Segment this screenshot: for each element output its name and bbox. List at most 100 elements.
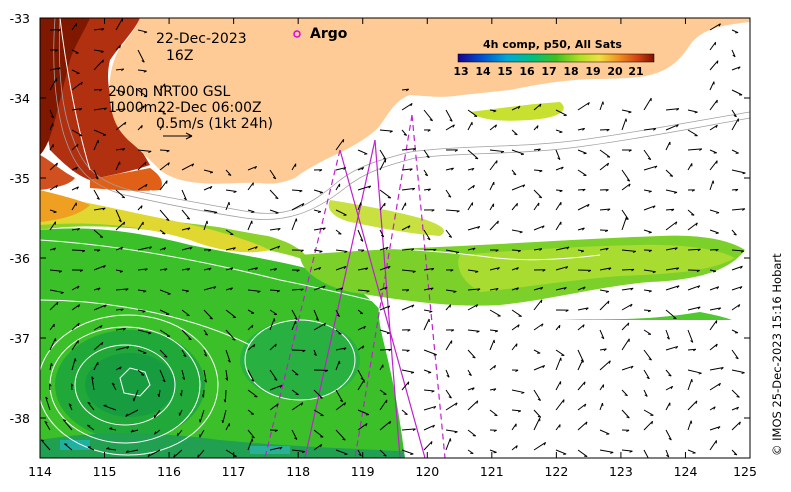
current-arrow (137, 89, 148, 98)
current-arrow-head (455, 251, 460, 254)
current-arrow (511, 287, 519, 291)
current-arrow (93, 88, 102, 91)
current-arrow (181, 209, 191, 220)
current-arrow-head (228, 174, 232, 176)
current-arrow-head (497, 220, 499, 224)
current-arrow (181, 309, 190, 317)
current-arrow (115, 121, 127, 131)
x-tick-label: 125 (733, 464, 757, 479)
current-arrow (335, 309, 341, 317)
current-arrow-head (62, 419, 67, 422)
current-arrow-head (251, 436, 255, 439)
current-arrow-head (666, 454, 670, 458)
current-arrow (687, 222, 698, 231)
current-arrow (313, 266, 322, 271)
current-arrow (599, 384, 605, 391)
current-arrow (291, 369, 299, 376)
current-arrow (225, 267, 234, 271)
current-arrow (445, 167, 454, 171)
x-tick-label: 123 (609, 464, 633, 479)
current-arrow-head (624, 394, 628, 397)
current-arrow-head (55, 49, 59, 52)
current-arrow-head (342, 438, 346, 441)
current-arrow (93, 361, 99, 371)
current-arrow-head (448, 396, 452, 399)
current-arrow-head (99, 236, 103, 238)
current-arrow (335, 265, 347, 271)
current-arrow (423, 405, 436, 411)
current-arrow (93, 287, 101, 291)
current-arrow-head (497, 267, 500, 270)
current-arrow-head (582, 127, 586, 131)
current-arrow-head (204, 379, 207, 383)
current-arrow (731, 89, 743, 96)
current-arrow (357, 229, 364, 242)
y-tick-label: -37 (10, 331, 30, 346)
current-arrow (71, 23, 77, 31)
current-arrow-head (471, 167, 475, 171)
current-arrow (291, 218, 297, 231)
current-arrow-head (102, 59, 104, 63)
current-arrow (313, 285, 326, 291)
current-arrow-head (361, 249, 365, 252)
current-arrow-head (736, 406, 739, 410)
current-arrow (291, 449, 306, 452)
current-arrow-head (517, 410, 522, 413)
current-arrow (533, 389, 541, 401)
current-arrow-head (80, 81, 83, 85)
current-arrow (511, 389, 525, 394)
current-arrow-head (742, 208, 746, 211)
current-arrow-head (608, 267, 612, 271)
current-arrow (643, 269, 656, 273)
current-arrow (159, 309, 170, 315)
current-arrow-head (446, 374, 450, 378)
current-arrow-head (477, 288, 481, 291)
current-arrow-head (230, 267, 234, 271)
current-arrow-head (539, 170, 543, 173)
current-arrow (335, 449, 348, 455)
current-arrow-head (388, 348, 392, 352)
current-arrow-head (430, 287, 434, 291)
current-arrow-head (317, 211, 322, 213)
current-arrow (49, 289, 64, 294)
legend-title: 4h comp, p50, All Sats (483, 38, 622, 51)
current-arrow-head (516, 203, 518, 207)
current-arrow-head (735, 188, 739, 192)
current-arrow (533, 286, 543, 291)
current-arrow (665, 309, 677, 319)
current-arrow-head (516, 267, 519, 271)
plot-frame (39, 17, 751, 459)
current-arrow-head (167, 162, 170, 166)
current-arrow (137, 149, 152, 152)
current-arrow-head (608, 360, 611, 364)
current-arrow-head (580, 250, 585, 253)
current-arrow (401, 381, 410, 391)
current-arrow (555, 129, 563, 133)
annotation-line2: 1000m22-Dec 06:00Z (108, 100, 262, 116)
current-arrow-head (448, 235, 452, 238)
legend-tick: 16 (519, 65, 535, 78)
current-arrow-head (79, 108, 83, 111)
current-arrow (577, 381, 586, 391)
current-arrow (665, 449, 670, 458)
current-arrow-head (691, 189, 695, 192)
current-arrow (445, 229, 453, 238)
current-arrow (445, 249, 460, 253)
current-arrow-head (344, 250, 348, 254)
current-arrow (489, 220, 499, 231)
current-arrow (599, 300, 610, 311)
current-arrow (49, 67, 61, 71)
current-arrow-head (455, 402, 458, 406)
current-arrow-head (605, 290, 609, 293)
current-arrow (643, 309, 651, 312)
current-arrow-head (604, 229, 609, 233)
current-arrow (621, 249, 636, 252)
current-arrow-head (225, 377, 228, 381)
current-arrow-head (495, 249, 499, 252)
current-arrow (93, 169, 99, 180)
current-arrow (357, 289, 370, 292)
current-arrow (467, 449, 474, 454)
current-arrow (687, 420, 692, 431)
current-arrow-head (214, 211, 218, 214)
